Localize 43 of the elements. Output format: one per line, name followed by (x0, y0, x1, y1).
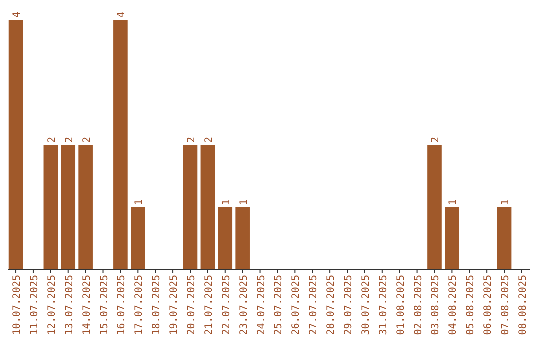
x-tick-label: 05.08.2025 (466, 275, 477, 336)
x-tick-label: 27.07.2025 (308, 275, 320, 336)
x-tick-label: 18.07.2025 (152, 275, 163, 336)
data-label: 2 (64, 136, 76, 143)
x-tick-label: 26.07.2025 (291, 275, 302, 336)
data-label: 2 (430, 136, 442, 143)
data-label: 1 (500, 199, 512, 206)
x-tick-label: 20.07.2025 (186, 275, 198, 336)
x-tick-label: 03.08.2025 (430, 275, 442, 336)
data-label: 2 (204, 136, 215, 143)
x-tick-label: 07.08.2025 (500, 275, 512, 336)
x-tick-label: 13.07.2025 (64, 275, 76, 336)
x-tick-label: 14.07.2025 (82, 275, 93, 336)
x-tick-label: 11.07.2025 (29, 275, 40, 336)
data-label: 4 (12, 12, 24, 18)
x-tick-label: 25.07.2025 (274, 275, 285, 336)
x-tick-label: 24.07.2025 (256, 275, 268, 336)
x-tick-label: 10.07.2025 (12, 275, 24, 336)
x-tick-label: 15.07.2025 (99, 275, 110, 336)
data-label: 1 (221, 199, 232, 206)
x-tick-label: 29.07.2025 (344, 275, 355, 336)
data-label: 1 (134, 199, 146, 206)
x-tick-label: 19.07.2025 (169, 275, 180, 336)
x-tick-label: 06.08.2025 (483, 275, 494, 336)
data-label: 2 (186, 136, 198, 143)
x-tick-label: 12.07.2025 (46, 275, 58, 336)
data-label: 1 (448, 199, 460, 206)
x-tick-label: 28.07.2025 (326, 275, 338, 336)
x-tick-label: 01.08.2025 (396, 275, 407, 336)
x-tick-label: 21.07.2025 (204, 275, 215, 336)
x-tick-label: 02.08.2025 (413, 275, 424, 336)
x-tick-label: 08.08.2025 (518, 275, 529, 336)
x-tick-label: 04.08.2025 (448, 275, 460, 336)
data-label: 2 (46, 136, 58, 143)
data-label: 4 (116, 12, 128, 18)
x-tick-label: 22.07.2025 (221, 275, 232, 336)
x-tick-label: 31.07.2025 (378, 275, 390, 336)
x-tick-label: 30.07.2025 (360, 275, 372, 336)
data-label: 2 (82, 136, 93, 143)
data-label: 1 (238, 199, 250, 206)
x-tick-label: 23.07.2025 (238, 275, 250, 336)
x-tick-label: 17.07.2025 (134, 275, 146, 336)
x-tick-label: 16.07.2025 (116, 275, 128, 336)
